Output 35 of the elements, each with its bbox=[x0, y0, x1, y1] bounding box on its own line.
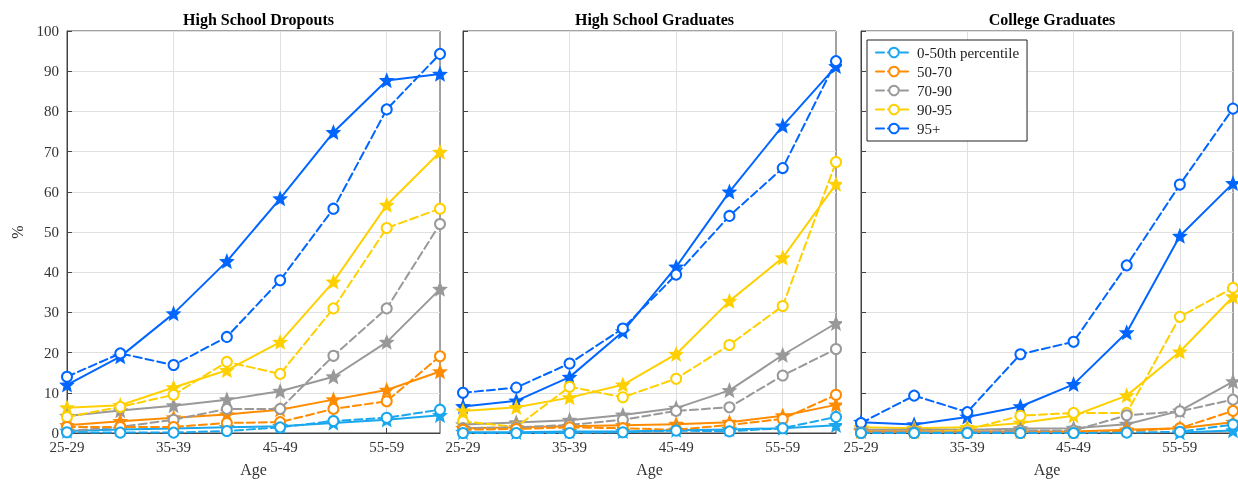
y-tick-label: 60 bbox=[44, 183, 59, 200]
x-tick-label: 45-49 bbox=[658, 438, 694, 455]
y-tick-label: 0 bbox=[51, 425, 59, 441]
x-tick-label: 45-49 bbox=[1056, 438, 1092, 455]
x-axis-title: Age bbox=[1033, 460, 1061, 479]
x-axis-title: Age bbox=[636, 460, 663, 479]
chart-title: High School Dropouts bbox=[183, 10, 334, 29]
legend-label: 50-70 bbox=[917, 63, 952, 80]
y-tick-label: 50 bbox=[44, 224, 59, 240]
y-tick-label: 40 bbox=[44, 264, 59, 281]
legend-label: 70-90 bbox=[917, 82, 952, 99]
y-axis-title: % bbox=[8, 225, 26, 239]
y-tick-label: 70 bbox=[44, 143, 59, 160]
legend-label: 0-50th percentile bbox=[917, 44, 1020, 61]
x-tick-label: 25-29 bbox=[49, 438, 85, 455]
y-tick-label: 20 bbox=[44, 344, 59, 361]
y-tick-label: 10 bbox=[44, 384, 59, 401]
chart-title: High School Graduates bbox=[574, 10, 735, 29]
y-tick-label: 90 bbox=[44, 63, 59, 80]
x-tick-label: 35-39 bbox=[949, 438, 985, 455]
y-tick-label: 100 bbox=[36, 23, 59, 39]
x-tick-label: 35-39 bbox=[156, 438, 192, 455]
chart-title: College Graduates bbox=[988, 10, 1116, 29]
x-tick-label: 55-59 bbox=[369, 438, 405, 455]
legend-label: 95+ bbox=[917, 120, 941, 137]
x-tick-label: 25-29 bbox=[843, 438, 879, 455]
x-tick-label: 35-39 bbox=[552, 438, 588, 455]
x-tick-label: 45-49 bbox=[262, 438, 298, 455]
x-tick-label: 55-59 bbox=[765, 438, 801, 455]
x-tick-label: 55-59 bbox=[1162, 438, 1198, 455]
y-tick-label: 80 bbox=[44, 103, 59, 120]
x-tick-label: 25-29 bbox=[445, 438, 481, 455]
legend-label: 90-95 bbox=[917, 101, 952, 118]
y-tick-label: 30 bbox=[44, 304, 59, 321]
x-axis-title: Age bbox=[240, 460, 267, 479]
